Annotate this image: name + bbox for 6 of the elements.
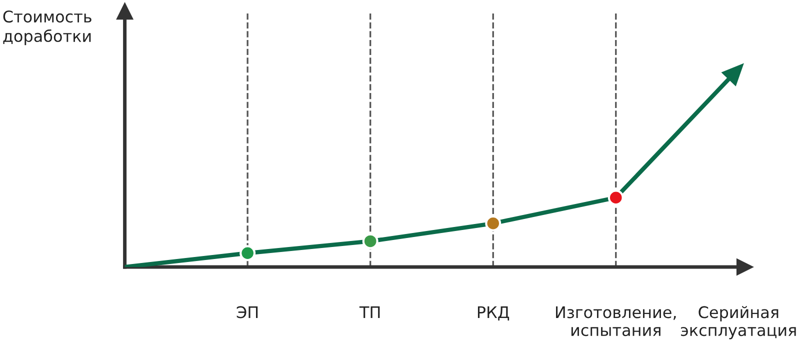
y-axis-title: Стоимость доработки bbox=[3, 10, 92, 46]
x-tick-label: РКД bbox=[478, 306, 510, 321]
x-tick-label: ЭП bbox=[236, 306, 258, 318]
x-tick-label: Изготовление, испытания bbox=[556, 306, 676, 336]
x-tick-label: ТП bbox=[359, 306, 380, 318]
x-tick-label: Серийная эксплуатация bbox=[681, 306, 796, 340]
